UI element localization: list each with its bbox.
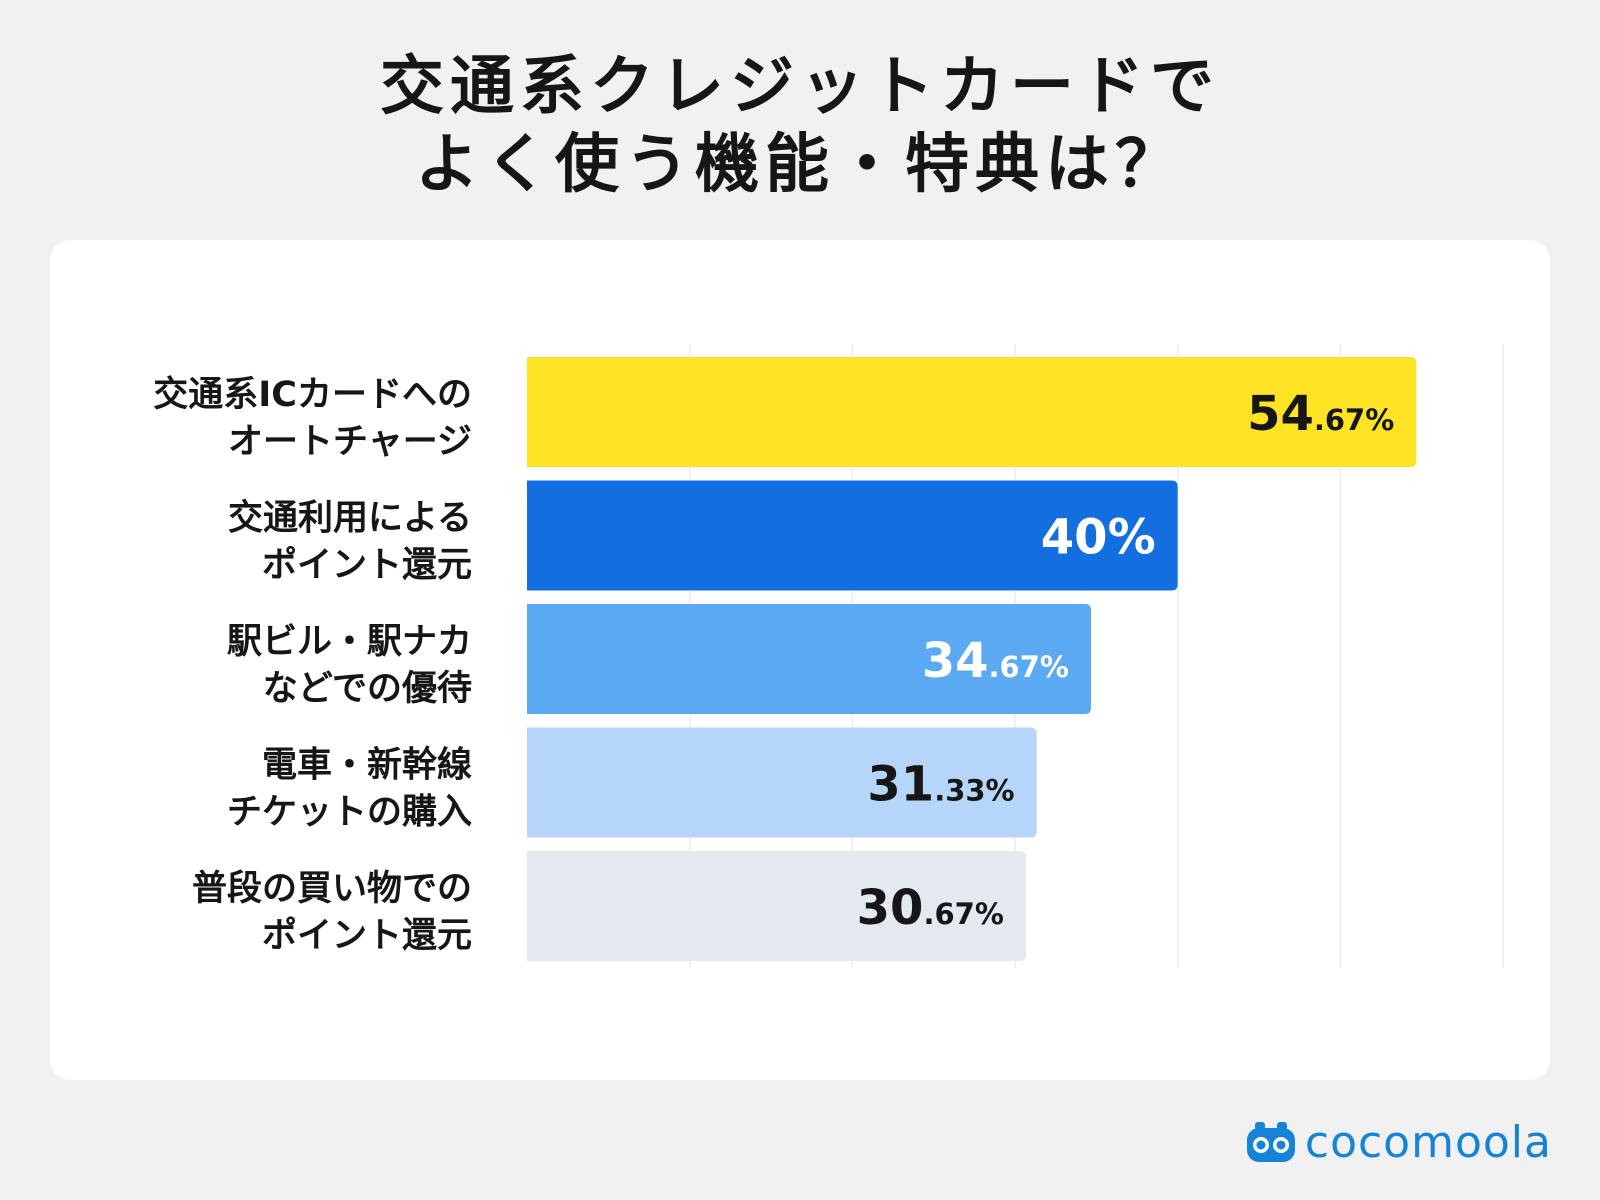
bar [527, 604, 1091, 714]
data-label-int: 30 [857, 880, 924, 936]
data-label: 31.33% [867, 757, 1014, 813]
category-label: 普段の買い物でのポイント還元 [192, 868, 472, 956]
data-label-dec: .67% [923, 897, 1003, 931]
data-label: 54.67% [1247, 386, 1394, 442]
bar [527, 480, 1178, 591]
category-label-line: 普段の買い物での [192, 868, 472, 909]
data-label: 30.67% [857, 880, 1004, 936]
data-label-int: 34 [922, 633, 989, 689]
data-label: 34.67% [922, 633, 1069, 689]
category-label-line: ポイント還元 [262, 915, 472, 956]
bar-group: 30.67% 普段の買い物でのポイント還元 [192, 851, 1026, 961]
category-label: 駅ビル・駅ナカなどでの優待 [227, 622, 472, 709]
category-label: 電車・新幹線チケットの購入 [227, 745, 472, 833]
data-label-int: 40% [1041, 510, 1156, 566]
brand-logo: cocomoola [1243, 1118, 1552, 1168]
category-label: 交通系ICカードへのオートチャージ [153, 374, 472, 462]
title-line-1: 交通系クレジットカードで [380, 50, 1220, 124]
category-label-line: ポイント還元 [262, 545, 472, 586]
category-label-line: などでの優待 [263, 669, 472, 709]
bar-group: 31.33% 電車・新幹線チケットの購入 [227, 727, 1037, 838]
bar [527, 851, 1026, 961]
bar-group: 54.67% 交通系ICカードへのオートチャージ [153, 357, 1417, 467]
category-label: 交通利用によるポイント還元 [228, 498, 472, 586]
data-label-dec: .67% [989, 650, 1069, 684]
bar-group: 40% 交通利用によるポイント還元 [228, 480, 1178, 591]
data-label-dec: .33% [934, 774, 1014, 808]
category-label-line: 交通系ICカードへの [153, 374, 472, 415]
data-label: 40% [1041, 510, 1156, 566]
category-label-line: 交通利用による [228, 498, 472, 539]
chart-card: 54.67% 交通系ICカードへのオートチャージ 40% 交通利用によるポイント還元 3… [50, 240, 1550, 1080]
category-label-line: オートチャージ [228, 422, 472, 462]
bar [527, 727, 1037, 838]
chart-title: 交通系クレジットカードで よく使う機能・特典は？ [0, 48, 1600, 204]
bar [527, 357, 1417, 467]
title-line-2: よく使う機能・特典は？ [415, 128, 1185, 202]
category-label-line: 電車・新幹線 [262, 745, 472, 786]
data-label-int: 54 [1247, 386, 1314, 442]
cocomoola-logo-icon [1246, 1122, 1295, 1162]
brand-name: cocomoola [1304, 1117, 1552, 1168]
data-label-int: 31 [867, 757, 934, 813]
bar-group: 34.67% 駅ビル・駅ナカなどでの優待 [227, 604, 1091, 714]
category-label-line: チケットの購入 [227, 793, 472, 833]
data-label-dec: .67% [1314, 403, 1394, 437]
category-label-line: 駅ビル・駅ナカ [227, 622, 472, 662]
bar-chart: 54.67%交通系ICカードへのオートチャージ40%交通利用によるポイント還元3… [153, 344, 1504, 968]
